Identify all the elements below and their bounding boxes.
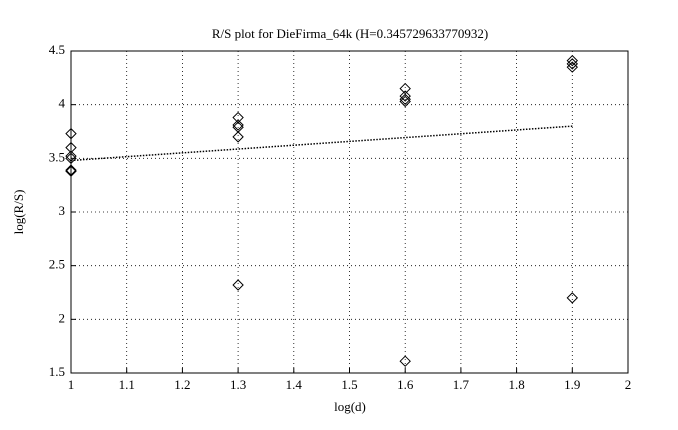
x-tick-label: 1.6 [397,377,414,392]
diamond-marker [65,141,77,154]
diamond-marker [232,119,244,131]
y-tick-label: 2 [59,310,66,325]
diamond-marker [566,292,579,304]
diamond-marker [399,90,411,102]
diamond-marker [399,93,411,106]
diamond-marker [232,279,244,291]
diamond-marker [399,95,411,108]
y-tick-label: 1.5 [49,364,65,379]
x-tick-label: 1.5 [341,377,357,392]
chart-title: R/S plot for DieFirma_64k (H=0.345729633… [212,26,488,41]
x-tick-label: 1.7 [453,377,470,392]
x-tick-label: 1.9 [564,377,580,392]
diamond-marker [566,58,579,70]
y-tick-label: 4.5 [49,42,65,57]
x-tick-label: 1 [68,377,75,392]
y-tick-label: 3.5 [49,149,65,164]
diamond-marker [232,131,244,143]
diamond-marker [65,165,77,177]
diamond-marker [566,61,579,73]
y-tick-label: 3 [59,203,66,218]
diamond-marker [65,152,77,165]
diamond-marker [399,355,411,367]
x-tick-label: 1.8 [508,377,524,392]
y-tick-label: 4 [59,96,66,111]
diamond-marker [65,127,77,140]
plot-frame [70,50,629,374]
diamond-marker [65,164,77,176]
x-tick-label: 1.3 [230,377,246,392]
y-axis-label: log(R/S) [11,190,26,235]
diamond-marker [566,54,579,67]
diamond-marker [65,150,77,162]
y-tick-label: 2.5 [49,257,65,272]
x-axis-label: log(d) [334,399,366,414]
x-tick-label: 1.2 [174,377,190,392]
x-tick-label: 2 [625,377,632,392]
diamond-marker [399,82,411,95]
x-tick-label: 1.4 [286,377,303,392]
x-tick-label: 1.1 [119,377,135,392]
